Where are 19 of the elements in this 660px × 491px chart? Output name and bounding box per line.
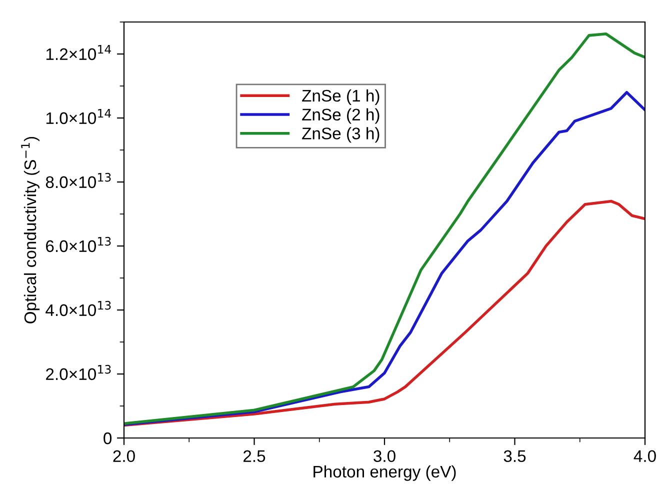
- y-axis-title: Optical conductivity (S$^{−1}$): [21, 136, 40, 324]
- legend-label: ZnSe (1 h): [302, 89, 380, 105]
- legend-label: ZnSe (3 h): [302, 127, 380, 143]
- y-tick-label: 4.0×10$^{13}$: [46, 300, 111, 316]
- x-tick-label: 3.0: [374, 450, 396, 462]
- legend-label: ZnSe (2 h): [302, 108, 380, 124]
- y-tick-label: 2.0×10$^{13}$: [46, 364, 111, 380]
- line-series: [124, 32, 645, 425]
- line-series: [124, 200, 645, 427]
- x-axis-title: Photon energy (eV): [314, 465, 456, 481]
- x-tick-label: 3.5: [504, 450, 526, 462]
- y-tick-label: 0: [104, 432, 112, 444]
- y-tick-label: 6.0×10$^{13}$: [46, 236, 111, 252]
- y-tick-label: 8.0×10$^{13}$: [46, 172, 111, 188]
- y-tick-label: 1.2×10$^{14}$: [46, 45, 111, 60]
- x-tick-label: 2.0: [113, 450, 135, 462]
- y-tick-label: 1.0×10$^{14}$: [46, 109, 111, 124]
- x-tick-label: 4.0: [634, 450, 656, 462]
- x-tick-label: 2.5: [244, 450, 266, 462]
